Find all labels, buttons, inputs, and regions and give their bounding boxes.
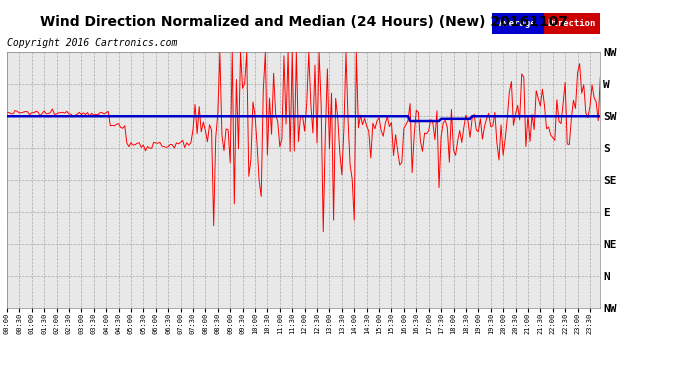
Text: Average: Average (499, 19, 537, 28)
Text: Direction: Direction (548, 19, 596, 28)
Text: Copyright 2016 Cartronics.com: Copyright 2016 Cartronics.com (7, 38, 177, 48)
Text: Wind Direction Normalized and Median (24 Hours) (New) 20161107: Wind Direction Normalized and Median (24… (39, 15, 568, 29)
